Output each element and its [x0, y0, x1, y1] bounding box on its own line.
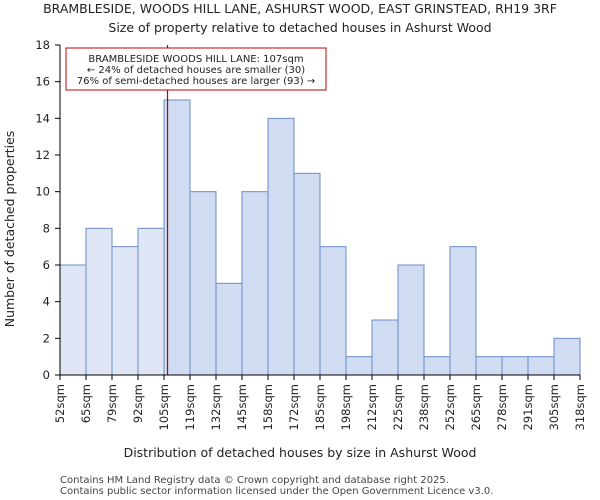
x-tick-label: 92sqm	[131, 384, 145, 423]
bar-278sqm	[501, 356, 529, 376]
bar-212sqm	[371, 319, 399, 376]
y-tick-label: 8	[43, 221, 50, 235]
x-tick-label: 265sqm	[469, 384, 483, 430]
annotation-line-1: BRAMBLESIDE WOODS HILL LANE: 107sqm	[88, 54, 303, 65]
y-tick-label: 0	[43, 368, 50, 382]
bar-198sqm	[345, 356, 373, 376]
bar-265sqm	[475, 356, 503, 376]
bar-79sqm	[111, 246, 139, 376]
chart-title: BRAMBLESIDE, WOODS HILL LANE, ASHURST WO…	[43, 1, 557, 16]
bar-119sqm	[189, 191, 217, 376]
x-tick-label: 318sqm	[573, 384, 587, 430]
y-tick-label: 14	[35, 111, 50, 125]
x-tick-label: 172sqm	[287, 384, 301, 430]
x-tick-label: 52sqm	[53, 384, 67, 423]
bar-172sqm	[293, 172, 321, 376]
y-tick-label: 4	[43, 295, 50, 309]
x-tick-label: 212sqm	[365, 384, 379, 430]
annotation-frame	[65, 47, 327, 91]
x-tick-label: 185sqm	[313, 384, 327, 430]
bar-238sqm	[423, 356, 451, 376]
bar-105sqm	[163, 99, 191, 376]
x-tick-label: 158sqm	[261, 384, 275, 430]
x-tick-label: 119sqm	[183, 384, 197, 430]
bar-225sqm	[397, 264, 425, 376]
annotation-box: BRAMBLESIDE WOODS HILL LANE: 107sqm ← 24…	[65, 47, 327, 91]
x-tick-label: 305sqm	[547, 384, 561, 430]
y-axis-label: Number of detached properties	[2, 131, 17, 328]
y-axis-ticks: 0 2 4 6 8 10 12 14 16 18	[35, 38, 60, 382]
x-tick-label: 225sqm	[391, 384, 405, 430]
bar-132sqm	[215, 282, 243, 376]
bar-291sqm	[527, 356, 555, 376]
bars-group	[59, 99, 581, 376]
x-tick-label: 238sqm	[417, 384, 431, 430]
x-tick-label: 198sqm	[339, 384, 353, 430]
x-tick-label: 278sqm	[495, 384, 509, 430]
annotation-line-3: 76% of semi-detached houses are larger (…	[77, 76, 315, 87]
bar-305sqm	[553, 337, 581, 376]
bar-145sqm	[241, 191, 269, 376]
x-tick-label: 132sqm	[209, 384, 223, 430]
bar-158sqm	[267, 117, 295, 376]
x-axis-label: Distribution of detached houses by size …	[124, 445, 477, 460]
x-axis-ticks: 52sqm 65sqm 79sqm 92sqm 105sqm 119sqm 132sqm 14…	[53, 375, 587, 430]
x-tick-label: 252sqm	[443, 384, 457, 430]
chart-subtitle: Size of property relative to detached ho…	[108, 20, 491, 35]
x-tick-label: 79sqm	[105, 384, 119, 423]
footer-line-2: Contains public sector information licen…	[60, 486, 493, 497]
footer-line-1: Contains HM Land Registry data © Crown c…	[60, 475, 449, 486]
bar-92sqm	[137, 227, 165, 376]
y-tick-label: 16	[35, 75, 50, 89]
annotation-line-2: ← 24% of detached houses are smaller (30…	[87, 65, 305, 76]
x-tick-label: 65sqm	[79, 384, 93, 423]
x-tick-label: 145sqm	[235, 384, 249, 430]
bar-252sqm	[449, 246, 477, 376]
y-tick-label: 10	[35, 185, 50, 199]
y-tick-label: 12	[35, 148, 50, 162]
y-tick-label: 2	[43, 331, 50, 345]
x-tick-label: 105sqm	[157, 384, 171, 430]
y-tick-label: 6	[43, 258, 50, 272]
y-tick-label: 18	[35, 38, 50, 52]
bar-185sqm	[319, 246, 347, 376]
x-tick-label: 291sqm	[521, 384, 535, 430]
bar-52sqm	[59, 264, 87, 376]
bar-65sqm	[85, 227, 113, 376]
